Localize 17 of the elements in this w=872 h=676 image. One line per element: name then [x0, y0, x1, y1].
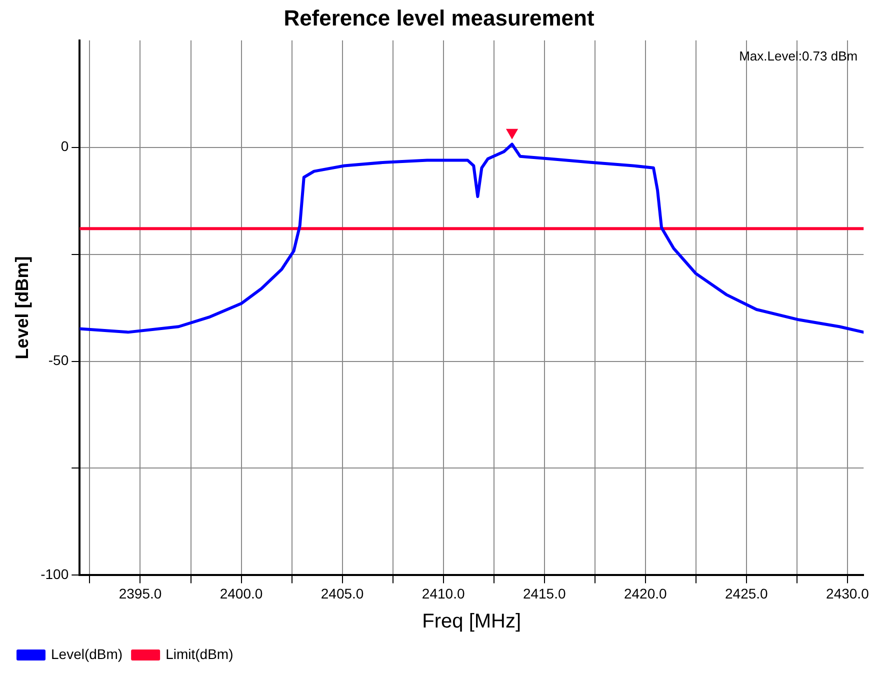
x-tick-label: 2415.0 — [522, 585, 566, 602]
x-tick-label: 2405.0 — [320, 585, 364, 602]
annotation: Max.Level:0.73 dBm — [739, 48, 858, 64]
y-tick-label: -100 — [40, 566, 69, 582]
y-axis-title: Level [dBm] — [12, 256, 32, 360]
x-tick-label: 2430.0 — [826, 585, 870, 602]
x-tick-label: 2400.0 — [220, 585, 263, 602]
y-tick-label: -50 — [48, 352, 69, 368]
legend-label: Limit(dBm) — [166, 646, 234, 662]
y-tick-label: 0 — [60, 138, 69, 154]
x-tick-label: 2395.0 — [118, 585, 162, 602]
x-tick-label: 2425.0 — [725, 585, 768, 602]
legend-label: Level(dBm) — [51, 646, 123, 662]
x-axis-title: Freq [MHz] — [422, 610, 522, 633]
x-tick-label: 2420.0 — [624, 585, 668, 602]
x-tick-label: 2410.0 — [422, 585, 465, 602]
chart-title: Reference level measurement — [284, 5, 595, 30]
